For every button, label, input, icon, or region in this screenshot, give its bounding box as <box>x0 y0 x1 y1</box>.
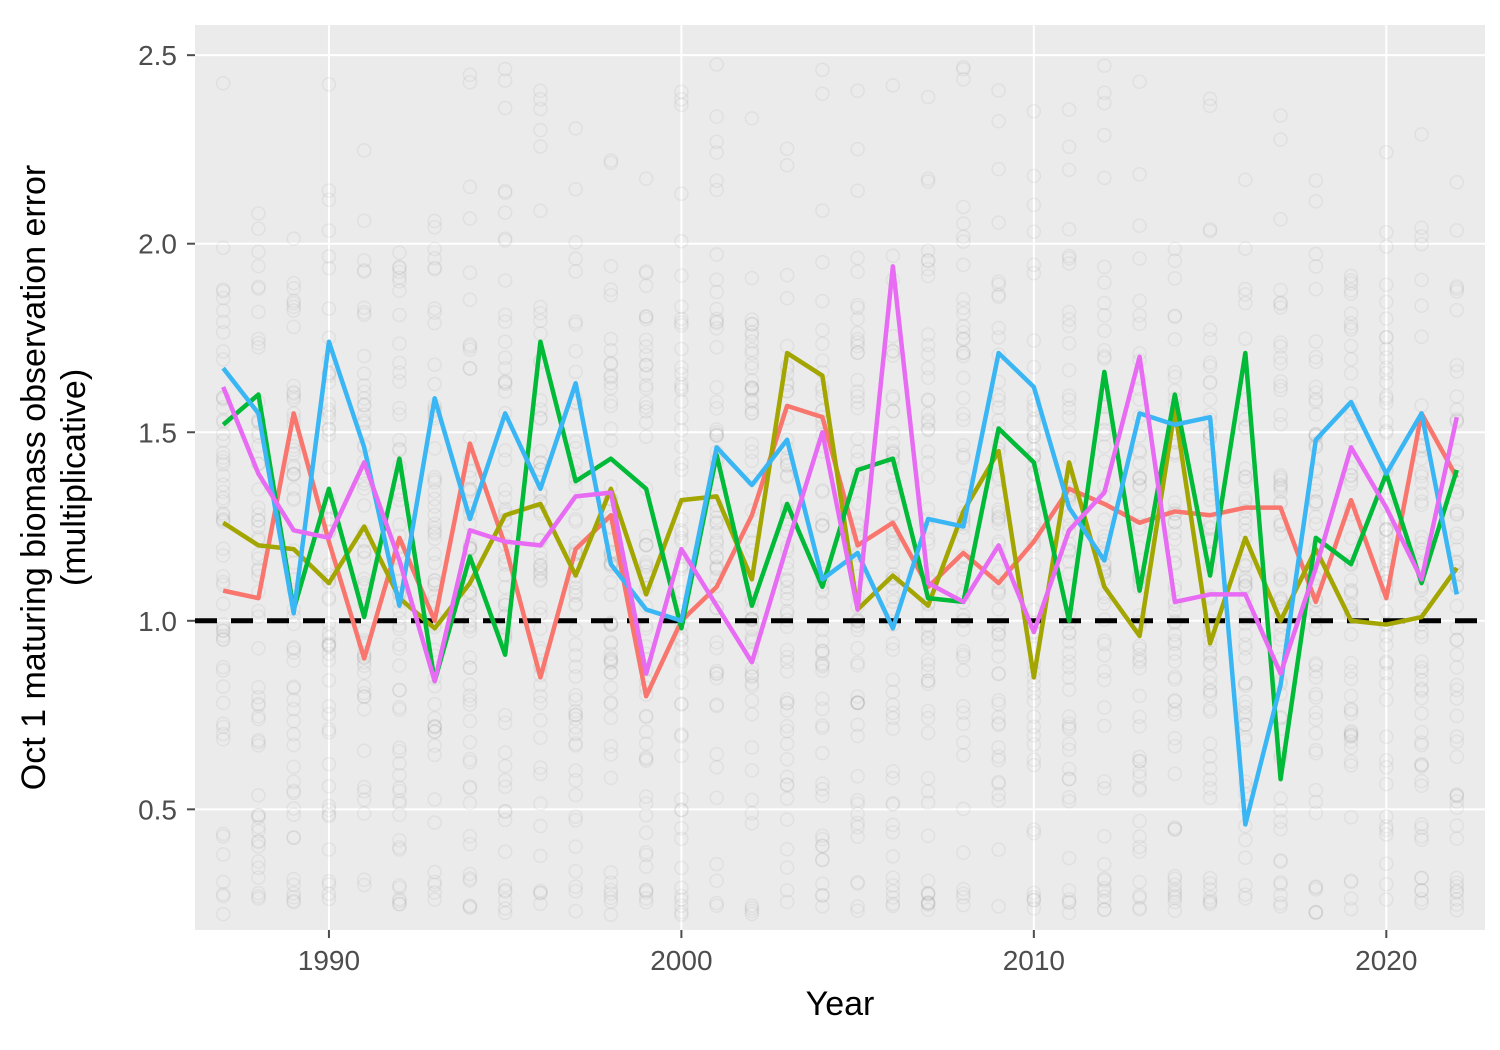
x-tick-label: 2000 <box>650 945 712 976</box>
y-axis-title-group: Oct 1 maturing biomass observation error… <box>15 165 93 790</box>
y-tick-label: 1.5 <box>138 417 177 448</box>
y-tick-label: 2.5 <box>138 40 177 71</box>
biomass-error-chart: 1990 2000 2010 2020 0.5 1.0 1.5 2.0 2.5 Year Oct 1… <box>0 0 1500 1050</box>
x-tick-label: 1990 <box>298 945 360 976</box>
y-axis-title-line1: Oct 1 maturing biomass observation error <box>15 165 53 790</box>
y-axis-title-line2: (multiplicative) <box>55 369 93 586</box>
y-tick-label: 2.0 <box>138 229 177 260</box>
x-axis-title: Year <box>806 985 875 1023</box>
chart-container: 1990 2000 2010 2020 0.5 1.0 1.5 2.0 2.5 Year Oct 1… <box>0 0 1500 1050</box>
y-tick-label: 1.0 <box>138 606 177 637</box>
x-tick-label: 2020 <box>1355 945 1417 976</box>
x-tick-label: 2010 <box>1003 945 1065 976</box>
y-tick-label: 0.5 <box>138 794 177 825</box>
